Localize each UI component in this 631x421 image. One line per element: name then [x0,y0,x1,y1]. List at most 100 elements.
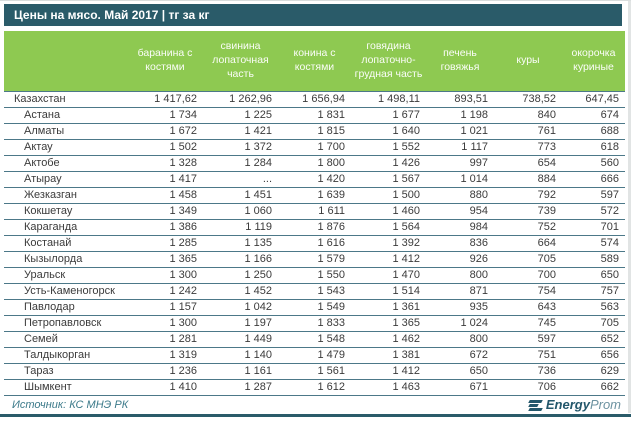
table-row: Талдыкорган 1 319 1 140 1 479 1 381 672 751 656 [4,346,625,363]
table-row: Усть-Каменогорск 1 242 1 452 1 543 1 514 871 7… [4,282,625,299]
price-cell: 647,45 [562,90,625,107]
price-cell: 1 161 [203,362,278,379]
price-cell: 1 349 [127,202,203,219]
price-cell: 1 410 [127,378,203,396]
price-cell: 1 285 [127,234,203,251]
price-cell: 1 514 [351,282,426,299]
price-cell: 1 567 [351,170,426,187]
price-cell: 563 [562,298,625,315]
price-cell: 1 157 [127,298,203,315]
energyprom-logo: EnergyProm [528,397,621,413]
price-cell: 572 [562,202,625,219]
row-label: Кокшетау [4,202,127,219]
price-cell: 618 [562,138,625,155]
price-cell: 751 [494,346,562,363]
price-cell: 1 640 [351,122,426,139]
price-cell: 1 672 [127,122,203,139]
price-cell: 1 225 [203,106,278,123]
price-cell: 656 [562,346,625,363]
price-cell: 674 [562,106,625,123]
column-header: баранина с костями [127,31,203,91]
price-cell: 1 417,62 [127,90,203,107]
price-cell: 1 014 [426,170,494,187]
row-label: Тараз [4,362,127,379]
logo-text-light: Prom [589,397,621,412]
table-row: Актау 1 502 1 372 1 700 1 552 1 117 773 618 [4,138,625,155]
price-cell: 706 [494,378,562,396]
price-cell: 757 [562,282,625,299]
table-row: Атырау 1 417... 1 420 1 567 1 014 884 666 [4,170,625,187]
price-cell: 1 549 [278,298,351,315]
row-label: Казахстан [4,90,127,107]
price-cell: 1 021 [426,122,494,139]
table-row: Шымкент 1 410 1 287 1 612 1 463 671 706 662 [4,378,625,396]
price-cell: 1 639 [278,186,351,203]
row-label: Уральск [4,266,127,283]
price-cell: 1 262,96 [203,90,278,107]
price-cell: ... [203,170,278,187]
price-cell: 1 117 [426,138,494,155]
price-cell: 1 140 [203,346,278,363]
price-cell: 884 [494,170,562,187]
table-row: Кызылорда 1 365 1 166 1 579 1 412 926 705 589 [4,250,625,267]
price-cell: 1 198 [426,106,494,123]
price-cell: 1 328 [127,154,203,171]
price-cell: 1 550 [278,266,351,283]
price-cell: 650 [562,266,625,283]
price-cell: 1 392 [351,234,426,251]
price-cell: 1 579 [278,250,351,267]
price-cell: 926 [426,250,494,267]
price-cell: 1 319 [127,346,203,363]
price-cell: 1 284 [203,154,278,171]
price-cell: 1 412 [351,250,426,267]
price-cell: 1 552 [351,138,426,155]
price-cell: 840 [494,106,562,123]
price-cell: 800 [426,330,494,347]
price-cell: 1 677 [351,106,426,123]
price-cell: 739 [494,202,562,219]
price-cell: 1 734 [127,106,203,123]
price-cell: 1 800 [278,154,351,171]
price-cell: 1 611 [278,202,351,219]
price-cell: 705 [562,314,625,331]
price-cell: 662 [562,378,625,396]
price-cell: 935 [426,298,494,315]
price-cell: 654 [494,154,562,171]
row-label: Актау [4,138,127,155]
table-body: Казахстан 1 417,62 1 262,96 1 656,94 1 498,1… [4,90,625,396]
price-cell: 1 463 [351,378,426,396]
price-cell: 597 [562,186,625,203]
price-cell: 1 250 [203,266,278,283]
row-label: Жезказган [4,186,127,203]
price-cell: 1 361 [351,298,426,315]
table-row: Алматы 1 672 1 421 1 815 1 640 1 021 761 688 [4,122,625,139]
right-edge-strip [628,1,631,413]
price-cell: 1 479 [278,346,351,363]
price-cell: 1 815 [278,122,351,139]
corner-cell [4,31,127,91]
price-cell: 871 [426,282,494,299]
price-cell: 643 [494,298,562,315]
price-cell: 700 [494,266,562,283]
price-cell: 1 166 [203,250,278,267]
column-header: свинина лопаточная часть [203,31,278,91]
price-cell: 836 [426,234,494,251]
source-note: Источник: КС МНЭ РК [12,399,129,411]
column-header: куры [494,31,562,91]
table-row: Кокшетау 1 349 1 060 1 611 1 460 954 739 572 [4,202,625,219]
price-cell: 1 458 [127,186,203,203]
price-cell: 1 502 [127,138,203,155]
table-row: Петропавловск 1 300 1 197 1 833 1 365 1 024 74… [4,314,625,331]
logo-text-bold: Energy [545,397,590,412]
price-cell: 574 [562,234,625,251]
price-cell: 1 460 [351,202,426,219]
price-cell: 984 [426,218,494,235]
table-row: Павлодар 1 157 1 042 1 549 1 361 935 643 563 [4,298,625,315]
price-cell: 954 [426,202,494,219]
price-cell: 736 [494,362,562,379]
row-label: Семей [4,330,127,347]
row-label: Талдыкорган [4,346,127,363]
row-label: Костанай [4,234,127,251]
price-cell: 1 548 [278,330,351,347]
row-label: Павлодар [4,298,127,315]
